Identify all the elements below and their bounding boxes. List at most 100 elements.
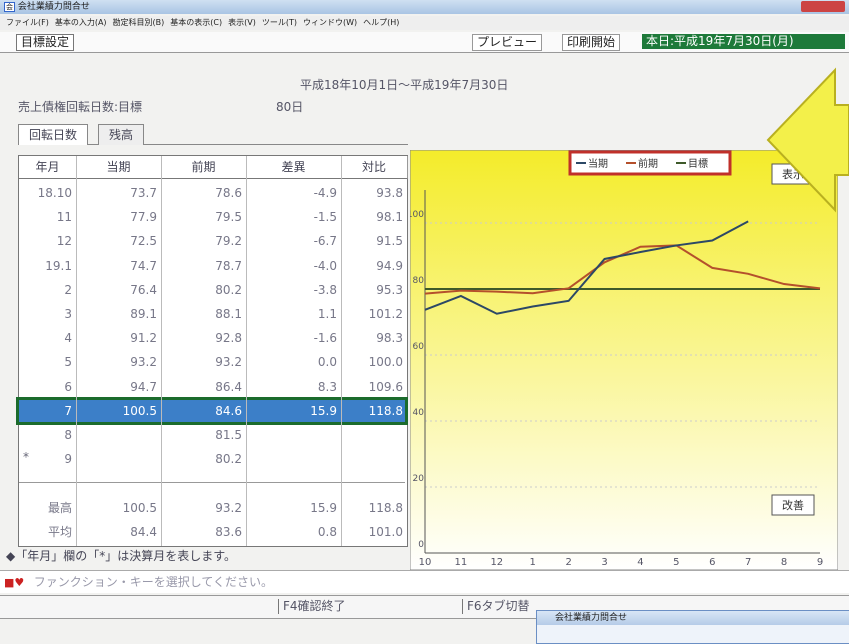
cell-value: -1.5: [246, 208, 341, 226]
cell-value: -1.6: [246, 329, 341, 347]
x-tick-label: 3: [601, 557, 607, 568]
row-label: 3: [19, 305, 76, 323]
x-tick-label: 12: [490, 557, 503, 568]
cell-value: 80.2: [161, 281, 246, 299]
tab[interactable]: 残高: [98, 124, 144, 145]
cell-value: 100.5: [76, 499, 161, 517]
legend-label: 目標: [688, 157, 708, 170]
cell-value: 8.3: [246, 378, 341, 396]
menu-item[interactable]: 基本の入力(A): [55, 18, 107, 27]
menu-item[interactable]: 表示(V): [228, 18, 256, 27]
row-label: 4: [19, 329, 76, 347]
cell-value: 84.6: [161, 402, 246, 420]
menu-item[interactable]: ファイル(F): [6, 18, 49, 27]
cell-value: 78.6: [161, 184, 246, 202]
cell-value: 93.2: [161, 499, 246, 517]
cell-value: 86.4: [161, 378, 246, 396]
menu-bar: ファイル(F) 基本の入力(A) 勘定科目別(B) 基本の表示(C) 表示(V) ツール(…: [0, 16, 849, 30]
legend-label: 前期: [638, 157, 658, 170]
cell-value: 15.9: [246, 499, 341, 517]
print-button[interactable]: 印刷開始: [562, 34, 620, 51]
legend-label: 当期: [588, 157, 608, 170]
y-tick-label: 60: [413, 342, 425, 352]
cell-value: 79.5: [161, 208, 246, 226]
cell-value: 72.5: [76, 232, 161, 250]
menu-item[interactable]: 勘定科目別(B): [113, 18, 165, 27]
cell-value: 98.1: [341, 208, 407, 226]
cell-value: 73.7: [76, 184, 161, 202]
y-tick-label: 20: [413, 474, 425, 484]
x-tick-label: 8: [781, 557, 787, 568]
x-tick-label: 11: [455, 557, 468, 568]
function-button[interactable]: F4確認終了: [278, 599, 350, 614]
y-tick-label: 0: [418, 540, 424, 550]
column-header: 差異: [246, 156, 342, 179]
period: 平成18年10月1日〜平成19年7月30日: [300, 76, 508, 93]
x-tick-label: 2: [565, 557, 571, 568]
cell-value: 94.9: [341, 257, 407, 275]
cell-value: 100.0: [341, 353, 407, 371]
cell-value: 81.5: [161, 426, 246, 444]
row-label: 12: [19, 232, 76, 250]
overlapping-window[interactable]: 会社業績力問合せ: [536, 610, 849, 644]
arrow-decoration: [760, 60, 849, 230]
column-line: [341, 156, 342, 546]
row-label: 平均: [19, 523, 76, 541]
function-button[interactable]: F6タブ切替: [462, 599, 534, 614]
y-tick-label: 80: [413, 276, 425, 286]
x-tick-label: 6: [709, 557, 715, 568]
cell-value: 88.1: [161, 305, 246, 323]
column-header: 対比: [341, 156, 408, 179]
cell-value: 76.4: [76, 281, 161, 299]
row-label: 18.10: [19, 184, 76, 202]
target-setting-button[interactable]: 目標設定: [16, 34, 74, 51]
menu-item[interactable]: ヘルプ(H): [363, 18, 399, 27]
window-controls[interactable]: [801, 1, 845, 12]
footnote: ◆「年月」欄の「*」は決算月を表します。: [6, 547, 236, 564]
y-tick-label: 100: [410, 210, 424, 220]
cell-value: 91.5: [341, 232, 407, 250]
cell-value: -3.8: [246, 281, 341, 299]
row-label: 5: [19, 353, 76, 371]
row-label: 2: [19, 281, 76, 299]
cell-value: 74.7: [76, 257, 161, 275]
fiscal-mark: *: [23, 450, 29, 464]
cell-value: 84.4: [76, 523, 161, 541]
cell-value: 93.8: [341, 184, 407, 202]
cell-value: 98.3: [341, 329, 407, 347]
y-tick-label: 40: [413, 408, 425, 418]
x-tick-label: 1: [530, 557, 536, 568]
cell-value: 78.7: [161, 257, 246, 275]
row-label: 最高: [19, 499, 76, 517]
x-tick-label: 10: [419, 557, 432, 568]
cell-value: 94.7: [76, 378, 161, 396]
cell-value: 0.0: [246, 353, 341, 371]
menu-item[interactable]: 基本の表示(C): [170, 18, 222, 27]
menu-item[interactable]: ツール(T): [262, 18, 297, 27]
tabs: 回転日数残高: [18, 122, 408, 145]
tab[interactable]: 回転日数: [18, 124, 88, 145]
row-label: 7: [19, 402, 76, 420]
row-label: 6: [19, 378, 76, 396]
toolbar: 目標設定 プレビュー 印刷開始 本日:平成19年7月30日(月): [0, 32, 849, 53]
cell-value: 118.8: [341, 402, 407, 420]
cell-value: 93.2: [161, 353, 246, 371]
column-line: [246, 156, 247, 546]
cell-value: 100.5: [76, 402, 161, 420]
preview-button[interactable]: プレビュー: [472, 34, 542, 51]
cell-value: 92.8: [161, 329, 246, 347]
cell-value: 80.2: [161, 450, 246, 468]
cell-value: 77.9: [76, 208, 161, 226]
overlapping-window-title: 会社業績力問合せ: [537, 611, 849, 625]
cell-value: -6.7: [246, 232, 341, 250]
column-header: 当期: [76, 156, 162, 179]
cell-value: 15.9: [246, 402, 341, 420]
row-label: 19.1: [19, 257, 76, 275]
status-text: ファンクション・キーを選択してください。: [34, 575, 273, 589]
cell-value: 101.2: [341, 305, 407, 323]
menu-item[interactable]: ウィンドウ(W): [303, 18, 357, 27]
x-tick-label: 5: [673, 557, 679, 568]
column-line: [76, 156, 77, 546]
today-label: 本日:平成19年7月30日(月): [642, 34, 845, 49]
